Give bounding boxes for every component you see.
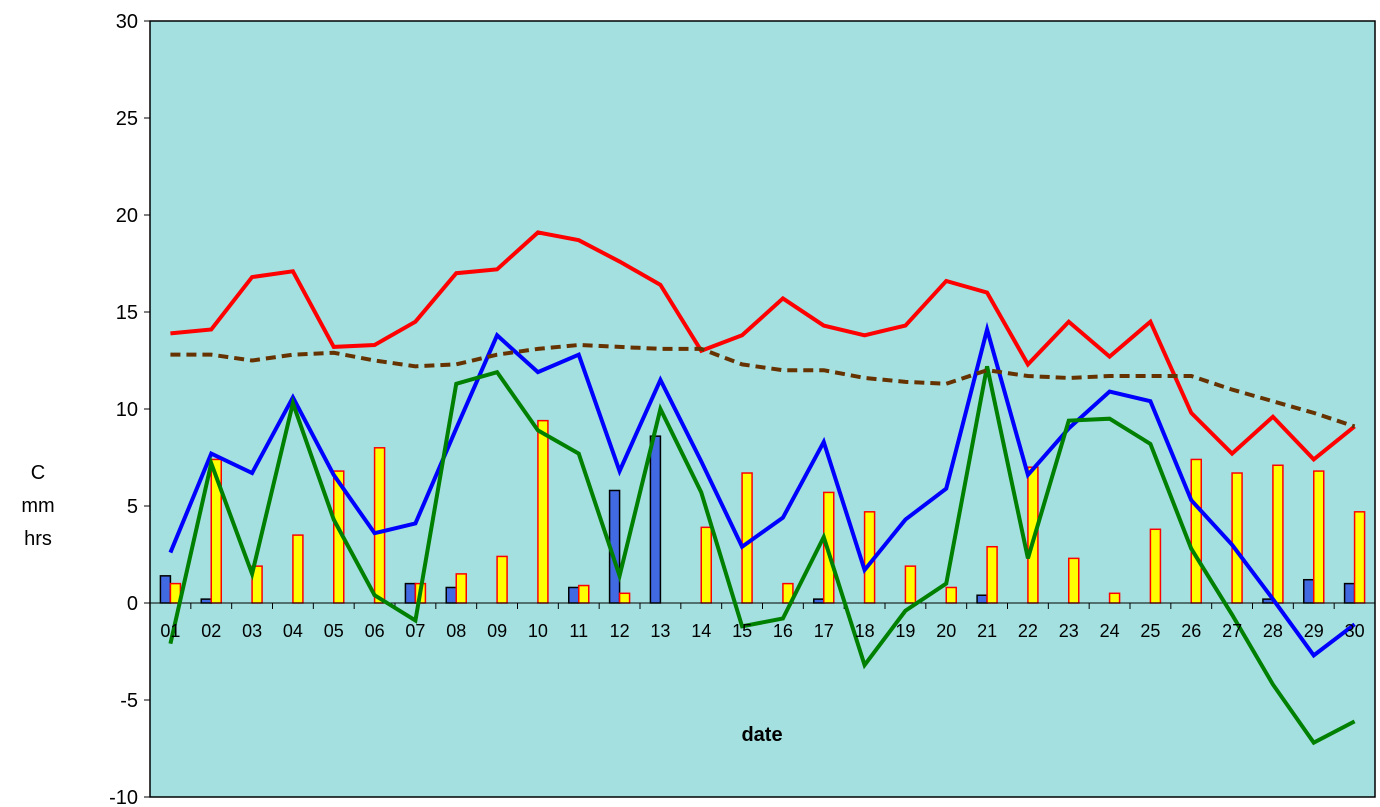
x-tick-label: 12 <box>610 621 630 641</box>
x-tick-label: 07 <box>405 621 425 641</box>
bar <box>986 545 998 604</box>
bar <box>455 573 467 604</box>
y-tick-label: -10 <box>109 787 138 807</box>
x-tick-label: 01 <box>160 621 180 641</box>
bar <box>292 534 304 604</box>
bar <box>373 447 386 604</box>
y-tick-label: 25 <box>116 108 138 130</box>
bar <box>1190 458 1202 604</box>
bar <box>1313 470 1325 604</box>
x-tick-label: 15 <box>732 621 752 641</box>
x-tick-label: 21 <box>977 621 997 641</box>
x-axis <box>149 602 1376 609</box>
bar <box>1343 582 1356 604</box>
y-tick-label: 5 <box>127 496 138 518</box>
y-tick-label: 0 <box>127 593 138 615</box>
bar <box>618 592 631 604</box>
y-axis-label-line-1: C <box>30 462 46 484</box>
x-tick-label: 11 <box>569 621 588 641</box>
bars <box>159 419 1366 604</box>
x-tick-label: 04 <box>283 621 303 641</box>
y-axis-label-line-3: hrs <box>24 528 52 550</box>
bar <box>945 586 957 604</box>
y-axis: -10 -5 0 5 10 15 20 25 30 <box>109 11 150 807</box>
bar <box>1108 592 1121 604</box>
y-tick-label: -5 <box>120 690 138 712</box>
y-tick-label: 30 <box>116 11 138 33</box>
x-tick-label: 29 <box>1304 621 1324 641</box>
x-tick-label: 25 <box>1140 621 1160 641</box>
x-tick-label: 02 <box>201 621 221 641</box>
plot-area <box>149 20 1376 798</box>
x-tick-label: 27 <box>1222 621 1242 641</box>
x-tick-label: 23 <box>1059 621 1079 641</box>
x-tick-label: 09 <box>487 621 507 641</box>
bar <box>537 419 549 604</box>
x-tick-label: 10 <box>528 621 548 641</box>
x-tick-label: 06 <box>365 621 385 641</box>
bar <box>578 584 590 604</box>
lines <box>168 230 1356 746</box>
y-tick-label: 20 <box>116 205 138 227</box>
bar <box>741 472 753 604</box>
y-tick-label: 10 <box>116 399 138 421</box>
x-tick-label: 03 <box>242 621 262 641</box>
x-tick-label: 17 <box>814 621 834 641</box>
bar <box>1231 472 1243 604</box>
bar <box>159 575 172 604</box>
series-line <box>168 365 1356 746</box>
bar <box>496 555 508 604</box>
bar <box>1149 528 1162 604</box>
bar <box>1353 511 1366 604</box>
x-tick-label: 28 <box>1263 621 1283 641</box>
x-tick-labels: 01 02 03 04 05 06 07 08 09 10 11 12 13 14 15 16 17 18 19 20… <box>160 621 1364 641</box>
y-tick-label: 15 <box>116 302 138 324</box>
x-tick-label: 20 <box>936 621 956 641</box>
series-line <box>170 342 1356 429</box>
x-tick-label: 18 <box>855 621 875 641</box>
x-tick-label: 08 <box>446 621 466 641</box>
x-tick-label: 19 <box>895 621 915 641</box>
y-axis-label-line-2: mm <box>21 495 55 517</box>
x-tick-label: 24 <box>1100 621 1120 641</box>
bar <box>700 526 712 604</box>
bar <box>813 598 825 604</box>
bar <box>976 594 988 604</box>
bar <box>649 435 662 604</box>
x-axis-label: date <box>741 724 782 746</box>
x-tick-label: 13 <box>650 621 670 641</box>
x-tick-label: 14 <box>691 621 711 641</box>
bar <box>568 586 580 604</box>
bar <box>904 565 917 604</box>
bar <box>404 582 417 604</box>
series-line <box>168 321 1356 659</box>
bar <box>445 586 457 604</box>
bar <box>1272 464 1284 604</box>
bar <box>1068 557 1080 604</box>
series-line <box>170 230 1356 463</box>
bar <box>1303 578 1315 604</box>
x-tick-label: 30 <box>1345 621 1365 641</box>
bar <box>200 598 212 604</box>
x-tick-label: 16 <box>773 621 793 641</box>
x-tick-label: 05 <box>324 621 344 641</box>
x-tick-label: 22 <box>1018 621 1038 641</box>
x-tick-label: 26 <box>1181 621 1201 641</box>
